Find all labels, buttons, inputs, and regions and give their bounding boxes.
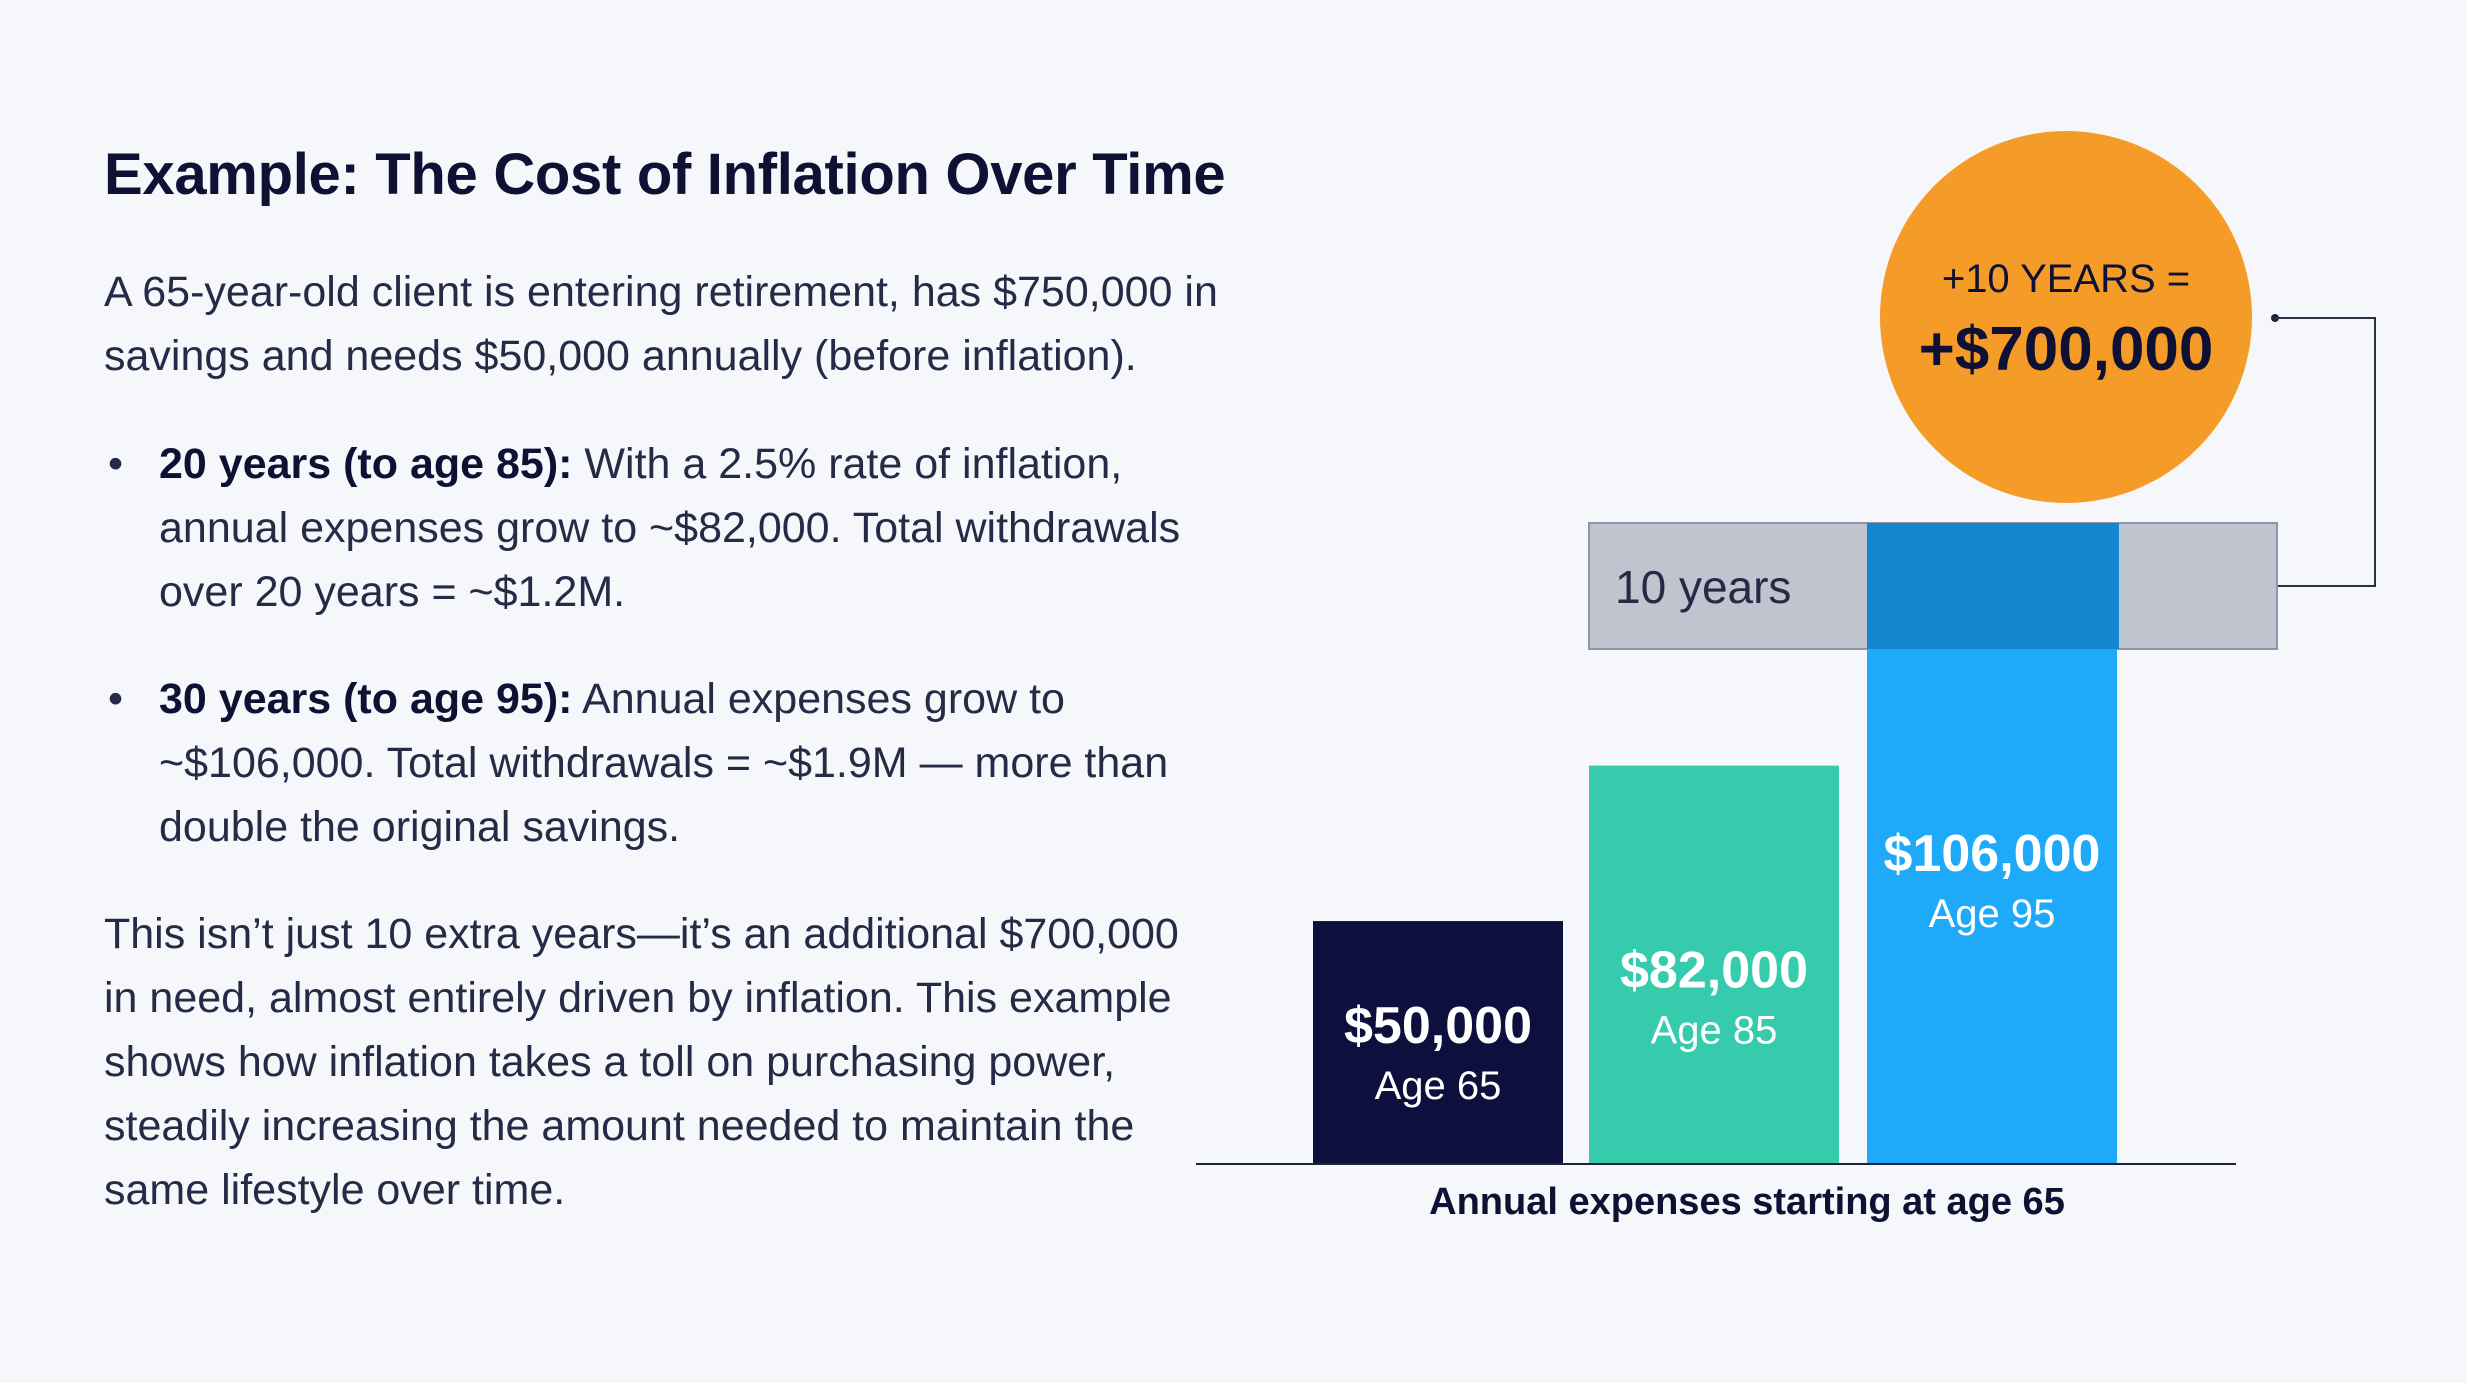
bullet-heading: 30 years (to age 95): — [159, 675, 573, 723]
bullet-dot-icon: • — [108, 675, 124, 723]
bar-category-label: Age 85 — [1651, 1009, 1778, 1053]
x-axis-label: Annual expenses starting at age 65 — [1429, 1181, 2065, 1223]
callout-top-text: +10 YEARS = — [1942, 257, 2190, 301]
band-label: 10 years — [1615, 561, 1791, 613]
bars-group: $50,000 Age 65 $82,000 Age 85 $106,000 Age 95 — [1313, 649, 2117, 1164]
text-panel: Example: The Cost of Inflation Over Time… — [104, 138, 1284, 1222]
page-title: Example: The Cost of Inflation Over Time — [104, 142, 1226, 207]
connector-line — [2275, 317, 2376, 587]
bar-value-label: $82,000 — [1620, 942, 1808, 1000]
closing-paragraph: This isn’t just 10 extra years—it’s an a… — [104, 910, 1179, 1214]
bullet-list: • 20 years (to age 85): With a 2.5% rate… — [104, 432, 1284, 859]
callout-circle — [1880, 131, 2252, 503]
bar-value-label: $50,000 — [1344, 997, 1532, 1055]
bullet-dot-icon: • — [108, 440, 124, 488]
bar-age-85 — [1589, 765, 1839, 1164]
bullet-text: With a 2.5% rate of inflation, annual ex… — [159, 440, 1181, 616]
bar-value-label: $106,000 — [1884, 825, 2101, 883]
callout-value-text: +$700,000 — [1919, 315, 2214, 384]
bullet-heading: 20 years (to age 85): — [159, 440, 573, 488]
bar-age-65 — [1313, 921, 1563, 1164]
bar-age-95 — [1867, 649, 2117, 1164]
ten-year-band-highlight — [1867, 523, 2119, 649]
bullet-item-20-years: • 20 years (to age 85): With a 2.5% rate… — [104, 432, 1204, 624]
bar-category-label: Age 95 — [1929, 892, 2056, 936]
intro-paragraph: A 65-year-old client is entering retirem… — [104, 268, 1218, 380]
bullet-item-30-years: • 30 years (to age 95): Annual expenses … — [104, 667, 1204, 859]
bullet-text: Annual expenses grow to ~$106,000. Total… — [159, 675, 1169, 851]
bar-category-label: Age 65 — [1375, 1064, 1502, 1108]
